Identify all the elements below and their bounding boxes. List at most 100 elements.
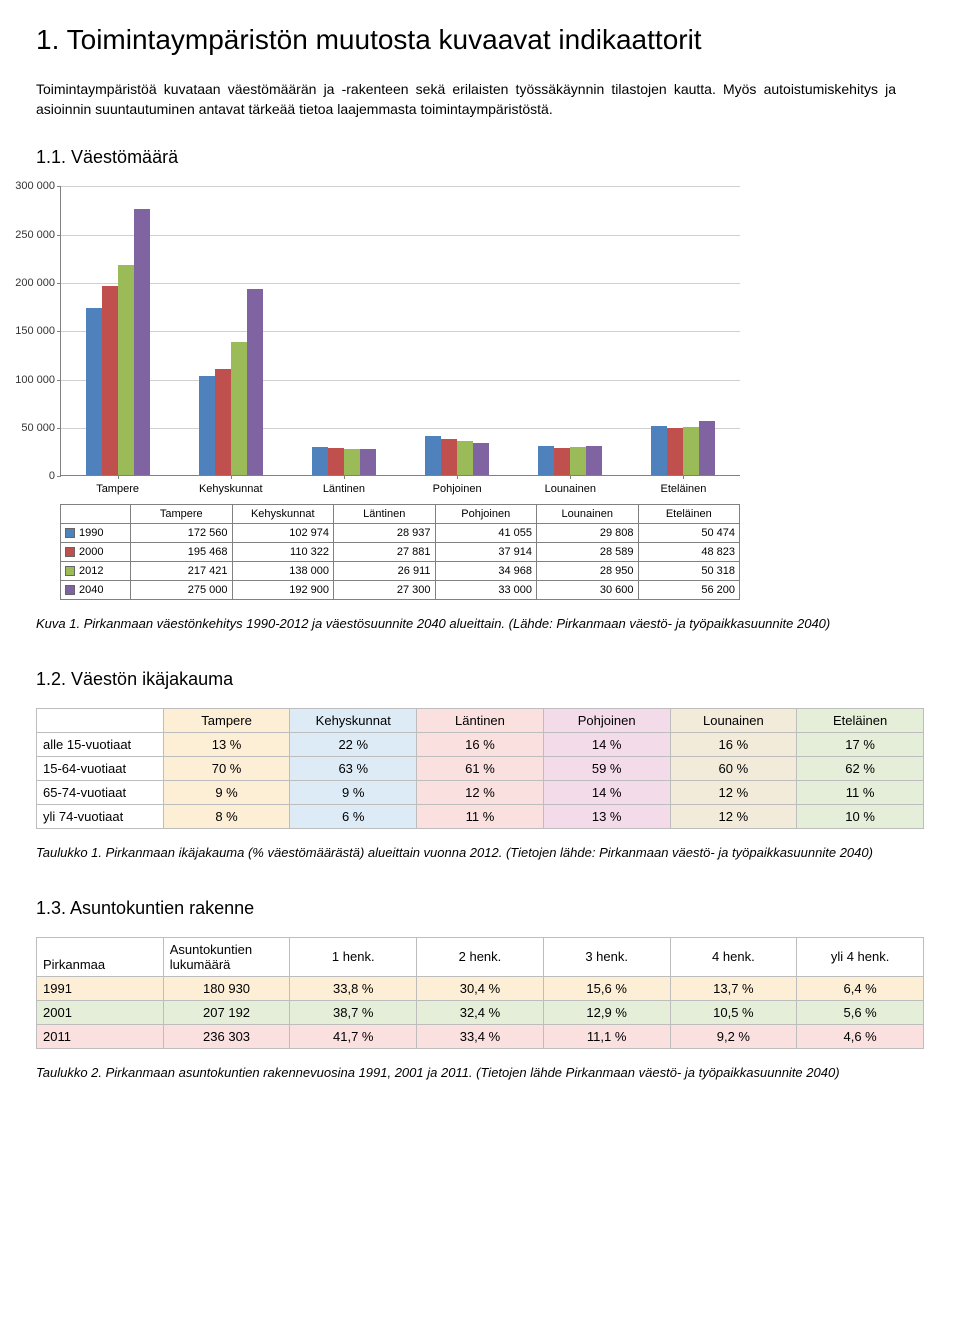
legend-value-cell: 41 055 [435,524,537,543]
x-axis-label: Lounainen [514,483,627,495]
legend-series-label: 1990 [79,527,103,539]
table-column-header: 4 henk. [670,937,797,976]
page-heading: 1. Toimintaympäristön muutosta kuvaavat … [36,24,924,56]
table-column-header: 2 henk. [417,937,544,976]
legend-value-cell: 138 000 [232,562,334,581]
table-cell: 2001 [37,1000,164,1024]
table-cell: alle 15-vuotiaat [37,733,164,757]
table-column-header: Pohjoinen [543,709,670,733]
table-cell: 236 303 [163,1024,290,1048]
legend-value-cell: 48 823 [638,543,740,562]
table-cell: 32,4 % [417,1000,544,1024]
table-column-header: Pirkanmaa [37,937,164,976]
chart-bar [102,286,118,475]
legend-value-cell: 28 937 [334,524,436,543]
y-axis-tick: 200 000 [3,277,55,289]
legend-value-cell: 275 000 [131,581,233,600]
table-cell: 11 % [417,805,544,829]
legend-series-label: 2012 [79,565,103,577]
table-cell: 70 % [163,757,290,781]
table-cell: 22 % [290,733,417,757]
chart-bar [683,427,699,476]
table-column-header: Tampere [163,709,290,733]
chart-bar [699,421,715,475]
legend-swatch [65,585,75,595]
legend-column-header: Lounainen [537,505,639,524]
table-cell: 13 % [163,733,290,757]
section-1-2-heading: 1.2. Väestön ikäjakauma [36,669,924,690]
table-cell: 63 % [290,757,417,781]
legend-value-cell: 27 881 [334,543,436,562]
table-cell: 30,4 % [417,976,544,1000]
legend-value-cell: 195 468 [131,543,233,562]
chart-bar [344,449,360,475]
table-cell: 15-64-vuotiaat [37,757,164,781]
table-cell: 14 % [543,733,670,757]
table-cell: 16 % [417,733,544,757]
table-cell: 12 % [417,781,544,805]
table-cell: 61 % [417,757,544,781]
legend-value-cell: 217 421 [131,562,233,581]
chart-bar [425,436,441,476]
chart-bar [473,443,489,475]
chart-bar [134,209,150,475]
table-cell: 4,6 % [797,1024,924,1048]
chart-bar [441,439,457,476]
chart-bar [199,376,215,476]
legend-value-cell: 26 911 [334,562,436,581]
legend-swatch [65,528,75,538]
legend-column-header: Pohjoinen [435,505,537,524]
table-column-header: Kehyskunnat [290,709,417,733]
table-cell: 38,7 % [290,1000,417,1024]
legend-value-cell: 56 200 [638,581,740,600]
legend-value-cell: 50 474 [638,524,740,543]
legend-swatch [65,566,75,576]
legend-value-cell: 192 900 [232,581,334,600]
legend-swatch [65,547,75,557]
chart-bar [586,446,602,476]
chart-bar [215,369,231,476]
table-cell: 207 192 [163,1000,290,1024]
chart-bar [231,342,247,475]
x-axis-label: Läntinen [287,483,400,495]
legend-value-cell: 33 000 [435,581,537,600]
y-axis-tick: 150 000 [3,325,55,337]
legend-value-cell: 29 808 [537,524,639,543]
table-cell: 6 % [290,805,417,829]
table-cell: 41,7 % [290,1024,417,1048]
legend-value-cell: 110 322 [232,543,334,562]
legend-value-cell: 30 600 [537,581,639,600]
table-cell: 33,4 % [417,1024,544,1048]
table-2-caption: Taulukko 2. Pirkanmaan asuntokuntien rak… [36,1065,896,1082]
y-axis-tick: 50 000 [3,422,55,434]
table-column-header: 3 henk. [543,937,670,976]
table-column-header: Eteläinen [797,709,924,733]
table-cell: 17 % [797,733,924,757]
legend-value-cell: 172 560 [131,524,233,543]
legend-column-header: Kehyskunnat [232,505,334,524]
x-axis-label: Kehyskunnat [174,483,287,495]
table-cell: 2011 [37,1024,164,1048]
section-1-3-heading: 1.3. Asuntokuntien rakenne [36,898,924,919]
table-cell: 11,1 % [543,1024,670,1048]
legend-column-header: Läntinen [334,505,436,524]
table-1-caption: Taulukko 1. Pirkanmaan ikäjakauma (% väe… [36,845,896,862]
table-cell: 9 % [290,781,417,805]
table-cell: 15,6 % [543,976,670,1000]
table-cell: 5,6 % [797,1000,924,1024]
table-cell: 6,4 % [797,976,924,1000]
chart-bar [570,447,586,475]
table-column-header: Asuntokuntien lukumäärä [163,937,290,976]
table-cell: 59 % [543,757,670,781]
table-cell: 10,5 % [670,1000,797,1024]
table-cell: yli 74-vuotiaat [37,805,164,829]
x-axis-label: Tampere [61,483,174,495]
x-axis-label: Eteläinen [627,483,740,495]
section-1-1-heading: 1.1. Väestömäärä [36,147,924,168]
legend-series-label: 2000 [79,546,103,558]
legend-column-header: Tampere [131,505,233,524]
legend-value-cell: 102 974 [232,524,334,543]
table-cell: 8 % [163,805,290,829]
table-cell: 11 % [797,781,924,805]
table-cell: 12 % [670,781,797,805]
